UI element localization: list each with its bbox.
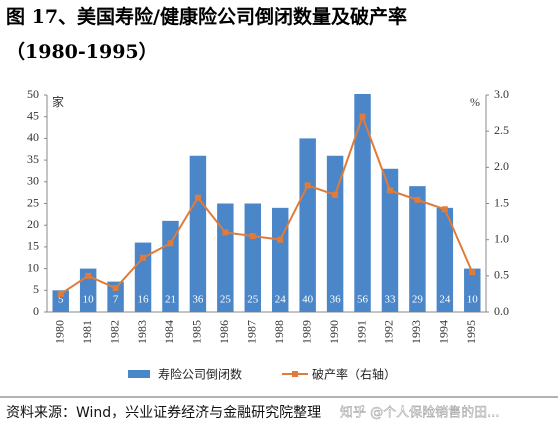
x-tick-label: 1986 xyxy=(217,320,231,344)
line-marker xyxy=(441,206,448,213)
bar xyxy=(162,220,179,312)
bar-group xyxy=(52,94,481,312)
x-tick-label: 1983 xyxy=(135,320,149,344)
bar-value-label: 25 xyxy=(220,294,232,306)
bar-value-label: 10 xyxy=(83,294,95,306)
x-tick-label: 1995 xyxy=(464,320,478,344)
y-tick-label: 30 xyxy=(27,174,39,188)
bar xyxy=(354,94,371,312)
line-marker xyxy=(140,254,147,261)
line-marker xyxy=(359,113,366,120)
line-marker xyxy=(194,194,201,201)
bar xyxy=(299,138,316,312)
bar xyxy=(381,168,399,312)
y2-axis-unit: % xyxy=(470,95,480,109)
bar xyxy=(189,155,207,312)
y2-tick-label: 1.5 xyxy=(494,195,509,209)
bar-value-label: 16 xyxy=(138,294,150,306)
chart-title: 图 17、美国寿险/健康险公司倒闭数量及破产率 xyxy=(6,5,407,28)
bar-value-label: 10 xyxy=(467,294,479,306)
y2-tick-label: 2.0 xyxy=(494,159,509,173)
bar xyxy=(107,281,124,312)
x-tick-label: 1990 xyxy=(327,320,341,344)
line-marker xyxy=(85,272,92,279)
line-marker xyxy=(469,269,476,276)
source: 资料来源：Wind，兴业证券经济与金融研究院整理 xyxy=(6,405,321,421)
x-tick-label: 1993 xyxy=(409,320,423,344)
bar xyxy=(134,242,152,312)
x-tick-label: 1980 xyxy=(52,320,66,344)
y-tick-label: 40 xyxy=(27,130,39,144)
bar-value-label: 24 xyxy=(275,294,287,306)
bar-value-label: 7 xyxy=(113,294,119,306)
x-tick-label: 1991 xyxy=(354,320,368,344)
bar-value-label: 24 xyxy=(439,294,451,306)
y-axis-unit: 家 xyxy=(52,94,64,109)
legend-swatch-marker xyxy=(292,371,299,377)
y-tick-label: 0 xyxy=(33,304,39,318)
x-tick-label: 1988 xyxy=(272,320,286,344)
bar xyxy=(271,207,289,312)
y-tick-label: 35 xyxy=(27,152,39,166)
y-tick-label: 20 xyxy=(27,217,39,231)
watermark: 知乎 @个人保险销售的田... xyxy=(340,405,500,421)
y-tick-label: 15 xyxy=(27,239,39,253)
bar xyxy=(52,290,69,312)
legend-swatch xyxy=(128,370,150,378)
y-tick-label: 50 xyxy=(27,87,39,101)
bar-value-label: 29 xyxy=(412,294,424,306)
y-tick-label: 25 xyxy=(27,195,39,209)
bar-value-label: 40 xyxy=(302,294,314,306)
chart-subtitle: （1980-1995） xyxy=(6,40,158,63)
x-tick-label: 1982 xyxy=(107,320,121,344)
bar-value-label: 56 xyxy=(357,294,369,306)
y2-tick-label: 0.0 xyxy=(494,304,509,318)
x-tick-label: 1984 xyxy=(162,320,176,344)
x-tick-label: 1992 xyxy=(382,320,396,344)
y-tick-label: 45 xyxy=(27,108,39,122)
y-tick-label: 5 xyxy=(33,282,39,296)
y-tick-label: 10 xyxy=(27,260,39,274)
x-tick-label: 1981 xyxy=(80,320,94,344)
bar-value-label: 33 xyxy=(384,294,396,306)
line-marker xyxy=(222,229,229,236)
bar-value-label: 21 xyxy=(165,294,176,306)
x-tick-label: 1989 xyxy=(299,320,313,344)
line-marker xyxy=(277,236,284,243)
line-marker xyxy=(304,182,311,189)
bar xyxy=(464,268,481,312)
bar-value-label: 36 xyxy=(192,294,204,306)
x-tick-label: 1987 xyxy=(245,320,259,344)
line-marker xyxy=(57,290,64,297)
legend-label: 破产率（右轴） xyxy=(312,367,396,382)
y2-tick-label: 1.0 xyxy=(494,231,509,245)
line xyxy=(60,113,474,295)
y2-tick-label: 2.5 xyxy=(494,123,509,137)
bar xyxy=(217,203,234,312)
y2-tick-label: 3.0 xyxy=(494,87,509,101)
x-tick-label: 1985 xyxy=(190,320,204,344)
line-marker xyxy=(414,196,421,203)
line-marker xyxy=(386,187,393,194)
bar xyxy=(244,203,262,312)
x-tick-label: 1994 xyxy=(437,320,451,344)
bar-value-label: 5 xyxy=(58,294,64,306)
bar xyxy=(326,155,344,312)
line-marker xyxy=(332,191,339,198)
line-marker xyxy=(112,285,119,292)
line-marker xyxy=(167,240,174,247)
bar xyxy=(409,186,426,312)
y2-tick-label: 0.5 xyxy=(494,268,509,282)
legend-label: 寿险公司倒闭数 xyxy=(158,367,242,382)
line-marker xyxy=(249,233,256,240)
bar-value-label: 25 xyxy=(247,294,259,306)
bar-value-label: 36 xyxy=(330,294,342,306)
bar xyxy=(436,207,454,312)
